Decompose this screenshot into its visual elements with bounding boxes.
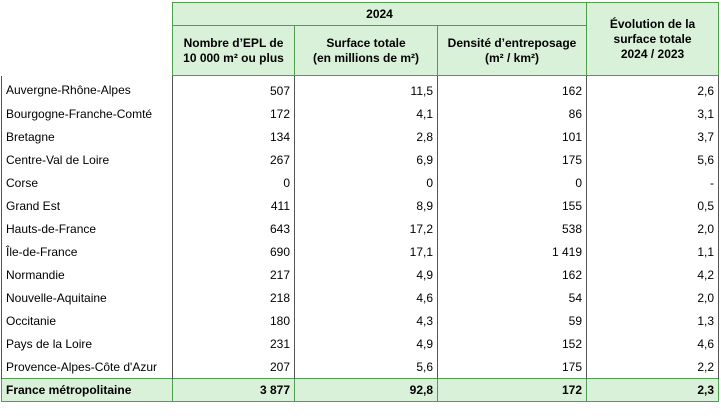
row-label: Île-de-France (1, 240, 173, 263)
cell: 152 (436, 332, 588, 355)
cell: 17,1 (294, 240, 438, 263)
cell: 59 (436, 309, 588, 332)
row-label: Occitanie (1, 309, 173, 332)
row-label: Centre-Val de Loire (1, 148, 173, 171)
cell: 4,3 (294, 309, 438, 332)
row-label: Auvergne-Rhône-Alpes (1, 75, 173, 102)
row-label: Provence-Alpes-Côte d'Azur (1, 355, 173, 379)
table-row: Bretagne 134 2,8 101 3,7 (1, 125, 720, 148)
cell: 2,0 (586, 217, 720, 240)
cell: 6,9 (294, 148, 438, 171)
cell: 175 (436, 355, 588, 379)
cell: 0,5 (586, 194, 720, 217)
table-body: Auvergne-Rhône-Alpes 507 11,5 162 2,6 Bourgog… (1, 75, 720, 402)
table-row: Île-de-France 690 17,1 1 419 1,1 (1, 240, 720, 263)
table-row: Corse 0 0 0- (1, 171, 720, 194)
cell: 54 (436, 286, 588, 309)
cell: 101 (436, 125, 588, 148)
table-row: Grand Est 411 8,9 155 0,5 (1, 194, 720, 217)
cell: 4,6 (586, 332, 720, 355)
cell: 92,8 (294, 378, 438, 402)
table-row: Occitanie 180 4,3 59 1,3 (1, 309, 720, 332)
corner (2, 3, 173, 26)
table-row: Normandie 217 4,9 162 4,2 (1, 263, 720, 286)
cell: 2,8 (294, 125, 438, 148)
table-row: Auvergne-Rhône-Alpes 507 11,5 162 2,6 (1, 75, 720, 102)
table-row: Hauts-de-France 643 17,2 538 2,0 (1, 217, 720, 240)
cell: 4,1 (294, 102, 438, 125)
row-label: Hauts-de-France (1, 217, 173, 240)
cell: 690 (172, 240, 295, 263)
cell: 643 (172, 217, 295, 240)
table-row: Centre-Val de Loire 267 6,9 175 5,6 (1, 148, 720, 171)
cell: 3 877 (172, 378, 295, 402)
cell: 207 (172, 355, 295, 379)
cell: 155 (436, 194, 588, 217)
cell: 4,6 (294, 286, 438, 309)
cell: 2,3 (586, 378, 720, 402)
cell: - (586, 171, 720, 194)
cell: 175 (436, 148, 588, 171)
cell: 134 (172, 125, 295, 148)
table-row: Nouvelle-Aquitaine 218 4,6 54 2,0 (1, 286, 720, 309)
column-header: Nombre d’EPL de 10 000 m² ou plus (172, 25, 295, 76)
cell: 0 (172, 171, 295, 194)
cell: 3,7 (586, 125, 720, 148)
cell: 0 (436, 171, 588, 194)
cell: 4,9 (294, 332, 438, 355)
corner (2, 26, 173, 76)
cell: 267 (172, 148, 295, 171)
cell: 1 419 (436, 240, 588, 263)
row-label: Pays de la Loire (1, 332, 173, 355)
cell: 162 (436, 263, 588, 286)
cell: 162 (436, 75, 588, 102)
cell: 2,0 (586, 286, 720, 309)
cell: 8,9 (294, 194, 438, 217)
cell: 4,9 (294, 263, 438, 286)
group-header: 2024 (171, 2, 588, 26)
row-label: Bourgogne-Franche-Comté (1, 102, 173, 125)
cell: 11,5 (294, 75, 438, 102)
cell: 507 (172, 75, 295, 102)
row-label: Nouvelle-Aquitaine (1, 286, 173, 309)
cell: 2,6 (586, 75, 720, 102)
cell: 231 (172, 332, 295, 355)
row-label: Bretagne (1, 125, 173, 148)
cell: 5,6 (586, 148, 720, 171)
cell: 172 (172, 102, 295, 125)
cell: 4,2 (586, 263, 720, 286)
total-row: France métropolitaine 3 877 92,8 172 2,3 (1, 378, 720, 402)
row-label: Normandie (1, 263, 173, 286)
cell: 5,6 (294, 355, 438, 379)
cell: 1,3 (586, 309, 720, 332)
cell: 86 (436, 102, 588, 125)
table-row: Bourgogne-Franche-Comté 172 4,1 86 3,1 (1, 102, 720, 125)
cell: 217 (172, 263, 295, 286)
column-header: Surface totale (en millions de m²) (294, 25, 438, 76)
row-label: Grand Est (1, 194, 173, 217)
cell: 2,2 (586, 355, 720, 379)
cell: 411 (172, 194, 295, 217)
column-header: Évolution de la surface totale 2024 / 20… (586, 2, 720, 76)
cell: 3,1 (586, 102, 720, 125)
table-row: Pays de la Loire 231 4,9 152 4,6 (1, 332, 720, 355)
row-label: Corse (1, 171, 173, 194)
cell: 17,2 (294, 217, 438, 240)
column-header: Densité d’entreposage (m² / km²) (436, 25, 588, 76)
cell: 0 (294, 171, 438, 194)
cell: 218 (172, 286, 295, 309)
cell: 180 (172, 309, 295, 332)
cell: 538 (436, 217, 588, 240)
data-table: 2024 Évolution de la surface totale 2024… (1, 2, 720, 402)
cell: 172 (436, 378, 588, 402)
row-label: France métropolitaine (1, 378, 173, 402)
table-row: Provence-Alpes-Côte d'Azur 207 5,6 175 2,2 (1, 355, 720, 379)
cell: 1,1 (586, 240, 720, 263)
